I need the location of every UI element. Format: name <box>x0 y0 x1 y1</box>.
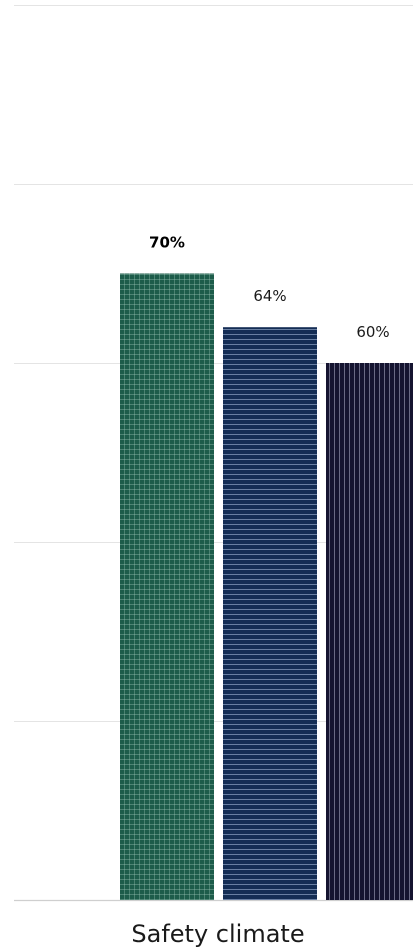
bars <box>120 273 413 900</box>
bar-2 <box>223 327 317 900</box>
data-label-2: 64% <box>253 287 286 305</box>
category-label: Safety climate <box>131 920 304 947</box>
data-label-1: 70% <box>149 234 185 252</box>
bar-1 <box>120 273 214 900</box>
data-label-3: 60% <box>356 323 389 341</box>
data-labels: 70% 64% 60% <box>149 234 390 342</box>
bar-3 <box>326 363 413 900</box>
